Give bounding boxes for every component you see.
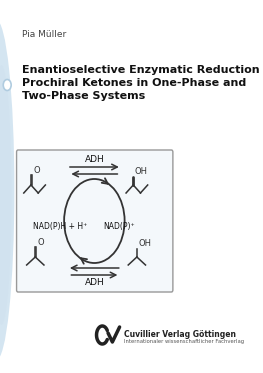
- Text: ADH: ADH: [84, 155, 104, 164]
- Text: Pia Müller: Pia Müller: [22, 30, 66, 39]
- Text: NAD(P)H + H⁺: NAD(P)H + H⁺: [33, 222, 87, 231]
- Text: Cuvillier Verlag Göttingen: Cuvillier Verlag Göttingen: [124, 330, 236, 339]
- Text: O: O: [37, 238, 44, 247]
- Text: O: O: [33, 166, 40, 175]
- Text: OH: OH: [135, 167, 148, 176]
- Ellipse shape: [0, 65, 12, 325]
- Circle shape: [3, 79, 11, 91]
- FancyBboxPatch shape: [17, 150, 173, 292]
- Text: Internationaler wissenschaftlicher Fachverlag: Internationaler wissenschaftlicher Fachv…: [124, 339, 244, 344]
- Text: OH: OH: [138, 239, 151, 248]
- Text: NAD(P)⁺: NAD(P)⁺: [103, 222, 135, 231]
- Text: ADH: ADH: [84, 278, 104, 287]
- Text: Enantioselective Enzymatic Reduction of
Prochiral Ketones in One-Phase and
Two-P: Enantioselective Enzymatic Reduction of …: [22, 65, 263, 101]
- Ellipse shape: [0, 20, 14, 360]
